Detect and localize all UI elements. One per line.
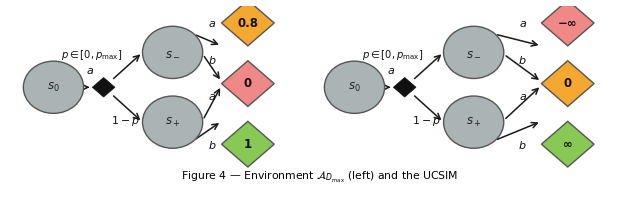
Text: $s_-$: $s_-$ (466, 46, 481, 59)
Text: $a$: $a$ (208, 92, 216, 102)
Text: $1-p$: $1-p$ (412, 114, 441, 128)
Text: $a$: $a$ (518, 19, 527, 29)
Text: $b$: $b$ (518, 54, 527, 66)
Text: $p\in[0, p_{\max}]$: $p\in[0, p_{\max}]$ (362, 48, 424, 62)
Text: $s_0$: $s_0$ (348, 81, 361, 94)
Text: Figure 4 — Environment $\mathcal{A}_{D_{\mathrm{max}}}$ (left) and the UCSIM: Figure 4 — Environment $\mathcal{A}_{D_{… (181, 170, 459, 184)
Ellipse shape (143, 26, 203, 78)
Polygon shape (92, 78, 115, 97)
Text: $a$: $a$ (518, 92, 527, 102)
Ellipse shape (444, 96, 504, 148)
Text: $b$: $b$ (208, 54, 216, 66)
Text: $a$: $a$ (208, 19, 216, 29)
Polygon shape (221, 0, 274, 46)
Polygon shape (221, 121, 274, 167)
Text: $b$: $b$ (208, 139, 216, 151)
Polygon shape (541, 0, 594, 46)
Polygon shape (541, 61, 594, 106)
Text: $1-p$: $1-p$ (111, 114, 140, 128)
Text: $a$: $a$ (86, 66, 94, 76)
Text: $b$: $b$ (518, 139, 527, 151)
Ellipse shape (444, 26, 504, 78)
Text: 0.8: 0.8 (237, 16, 259, 30)
Text: −∞: −∞ (558, 16, 577, 30)
Text: 1: 1 (244, 138, 252, 151)
Text: $a$: $a$ (387, 66, 395, 76)
Ellipse shape (324, 61, 385, 113)
Text: $s_+$: $s_+$ (466, 116, 481, 129)
Text: $s_0$: $s_0$ (47, 81, 60, 94)
Text: 0: 0 (564, 77, 572, 90)
Polygon shape (541, 121, 594, 167)
Ellipse shape (143, 96, 203, 148)
Text: 0: 0 (244, 77, 252, 90)
Ellipse shape (23, 61, 84, 113)
Text: $s_-$: $s_-$ (164, 46, 180, 59)
Polygon shape (221, 61, 274, 106)
Polygon shape (394, 78, 416, 97)
Text: $s_+$: $s_+$ (164, 116, 180, 129)
Text: ∞: ∞ (563, 138, 573, 151)
Text: $p\in[0, p_{\max}]$: $p\in[0, p_{\max}]$ (61, 48, 122, 62)
